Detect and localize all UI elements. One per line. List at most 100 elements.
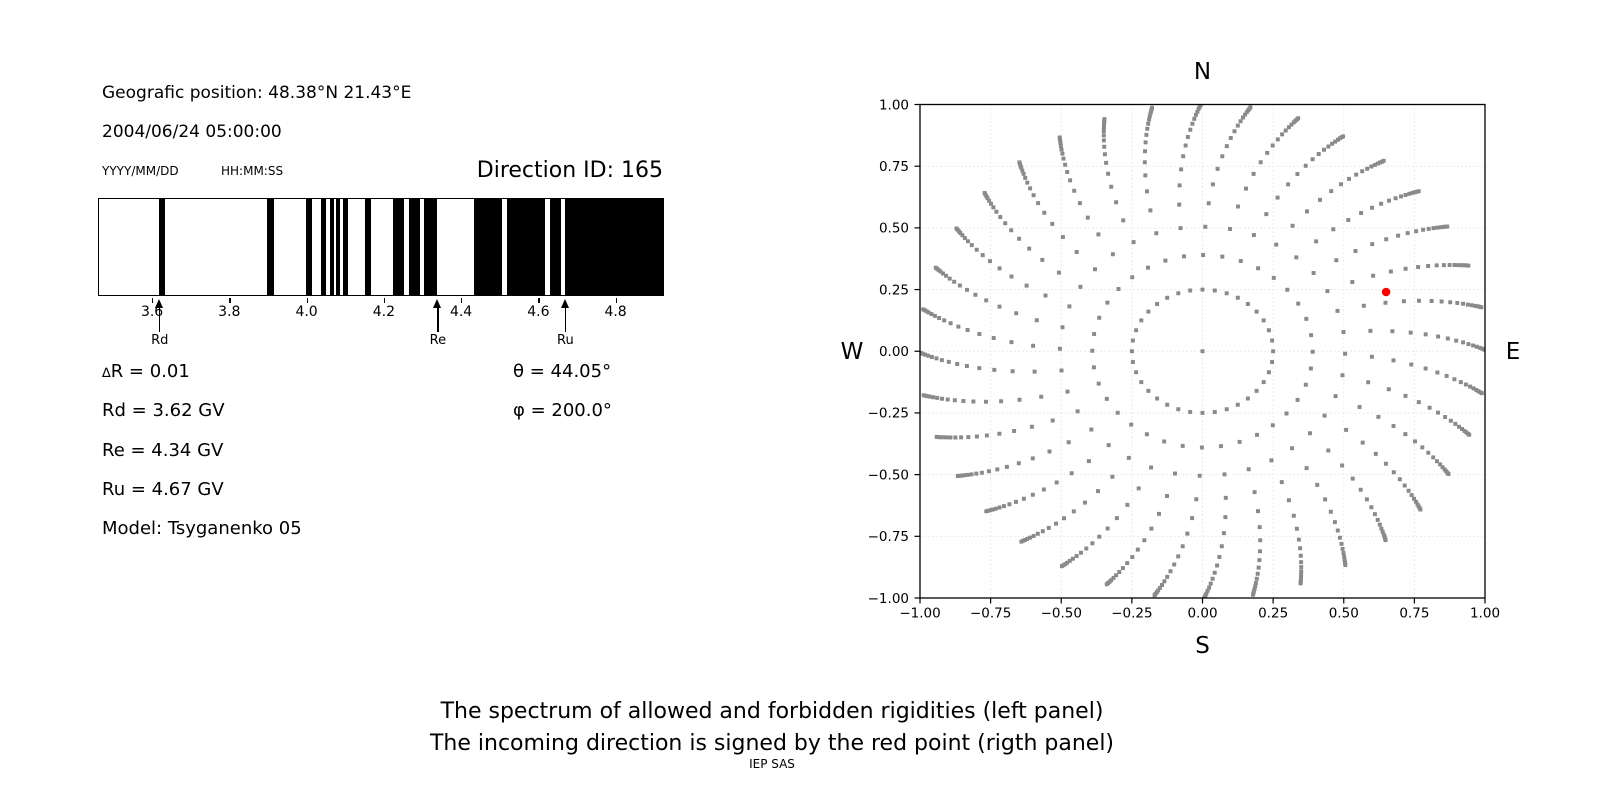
direction-dot [1304,466,1309,471]
direction-dot [995,467,1000,472]
direction-dot [971,399,976,404]
direction-dot [1275,195,1280,200]
direction-dot [1290,446,1295,451]
direction-dot [1152,593,1157,598]
direction-dot [1468,384,1473,389]
direction-dot [1465,302,1470,307]
time-format-label: HH:MM:SS [221,164,284,178]
direction-dot [1134,328,1139,333]
direction-dot [1062,516,1066,521]
direction-dot [1254,576,1259,581]
direction-dot [1251,592,1255,597]
spectrum-x-tick [461,298,463,303]
scatter-y-tick-label: −0.25 [868,406,909,422]
direction-dot [1146,309,1151,314]
direction-dot [1162,579,1167,584]
direction-dot [1188,410,1193,414]
direction-dot [921,393,926,398]
direction-dot [921,307,926,312]
direction-dot [1177,202,1182,207]
direction-dot [1090,348,1095,353]
direction-dot [956,324,961,329]
direction-dot [1168,569,1173,574]
direction-dot [932,313,937,318]
direction-dot [1426,450,1431,455]
direction-dot [1261,318,1266,323]
scatter-x-tick-label: −0.25 [1111,606,1152,622]
direction-dot [1059,564,1064,569]
direction-dot [1298,546,1303,551]
direction-dot [1408,330,1413,335]
incoming-direction-red-point [1381,287,1391,297]
direction-dot [1092,332,1097,336]
direction-dot [1266,328,1271,333]
direction-dot [1414,229,1419,234]
direction-dot [1061,156,1066,161]
direction-dot [1041,487,1046,492]
direction-dot [1399,194,1403,199]
direction-dot [982,191,987,195]
direction-dot [948,435,953,440]
direction-dot [1257,525,1262,530]
direction-dot [1444,373,1449,378]
direction-dot [1125,561,1130,566]
direction-dot [1381,158,1386,163]
direction-dot [1090,541,1095,546]
direction-dot [1042,210,1047,215]
spectrum-black-band [506,199,546,295]
direction-dot [1429,299,1434,303]
direction-dot [1143,149,1147,154]
direction-dot [992,367,997,372]
scatter-y-tick-label: −1.00 [868,591,909,607]
direction-dot [1271,349,1276,354]
direction-dot [997,266,1002,271]
direction-dot [1143,173,1148,178]
direction-dot [931,395,936,400]
direction-dot [952,279,957,284]
direction-dot [1341,330,1346,334]
direction-dot [1130,275,1135,280]
delta-r-text: ∆R = 0.01 [102,361,190,383]
direction-dot [1357,405,1362,409]
direction-dot [965,472,970,477]
direction-dot [998,215,1003,219]
direction-dot [1207,585,1212,590]
spectrum-x-tick-label: 4.0 [295,304,318,320]
direction-dot [1298,581,1303,586]
direction-dot [1445,224,1450,229]
direction-dot [1369,164,1374,169]
direction-dot [1326,144,1331,149]
direction-dot [1106,171,1111,176]
direction-dot [1266,370,1271,375]
direction-dot [1075,409,1080,414]
direction-dot [1185,531,1190,536]
direction-dot [1009,340,1014,345]
direction-dot [1431,226,1436,231]
direction-dot [1165,402,1170,407]
direction-dot [1040,257,1045,262]
direction-dot [1102,152,1107,157]
spectrum-frame [98,198,664,296]
direction-dot [952,398,957,403]
direction-dot [1370,205,1375,210]
direction-dot [1416,265,1421,269]
spectrum-x-tick [306,298,308,303]
direction-dot [1009,274,1014,279]
compass-west-label: W [841,339,864,365]
direction-dot [1452,377,1457,382]
direction-dot [1157,511,1161,516]
direction-dot [997,304,1002,309]
direction-dot [1401,299,1406,304]
direction-dot [1335,528,1340,533]
direction-dot [1391,424,1396,428]
direction-dot [1121,218,1126,223]
direction-dot [1222,472,1227,477]
direction-dot [1135,547,1140,552]
direction-dot [1458,380,1463,385]
direction-dot [1181,154,1186,159]
direction-dot [1403,393,1408,398]
direction-dot [1212,410,1217,414]
direction-dot [1393,196,1398,201]
direction-dot [1224,144,1229,149]
direction-dot [1089,427,1094,432]
